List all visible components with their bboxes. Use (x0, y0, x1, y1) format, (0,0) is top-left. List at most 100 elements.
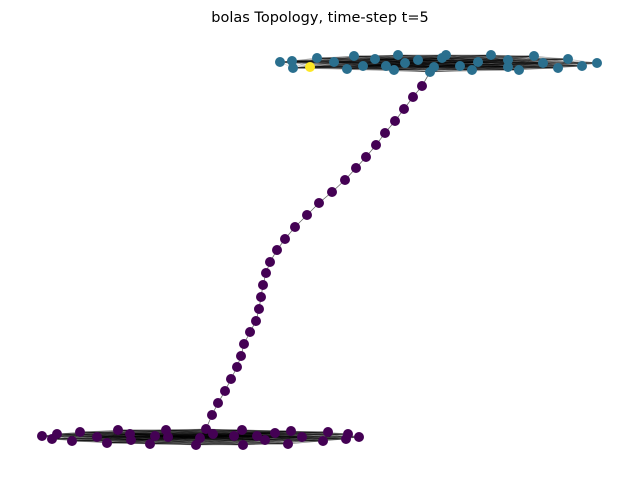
graph-edge (333, 54, 447, 63)
graph-edge (279, 61, 431, 73)
graph-edge (290, 430, 349, 435)
graph-edge (316, 57, 387, 67)
graph-edge (309, 65, 583, 68)
chain-node (417, 81, 427, 91)
top-cluster-node (455, 61, 465, 71)
graph-edge (316, 57, 598, 64)
bottom-cluster-node (75, 427, 85, 437)
graph-edge (477, 61, 598, 64)
graph-edge (445, 54, 479, 63)
graph-edge (149, 437, 201, 445)
bottom-cluster-node (126, 435, 136, 445)
graph-edge (433, 59, 509, 68)
graph-edge (51, 429, 119, 440)
graph-edge (56, 433, 235, 437)
graph-edge (393, 65, 583, 71)
graph-edge (507, 58, 569, 61)
graph-edge (309, 66, 431, 73)
graph-edge (41, 435, 169, 438)
chain-node (236, 351, 246, 361)
top-cluster-node (349, 51, 359, 61)
bottom-cluster-node (354, 432, 364, 442)
graph-edge (199, 436, 360, 439)
bottom-cluster-node (150, 431, 160, 441)
chain-node (258, 280, 268, 290)
chain-node (390, 116, 400, 126)
bottom-cluster-node (145, 439, 155, 449)
graph-edge (264, 436, 303, 441)
top-cluster-node (538, 58, 548, 68)
graph-edge (242, 431, 329, 446)
graph-edge (71, 436, 360, 442)
top-cluster-node (467, 65, 477, 75)
graph-edge (316, 54, 492, 59)
graph-edge (130, 429, 167, 441)
graph-edge (333, 54, 492, 63)
graph-edge (291, 60, 348, 70)
graph-edge (333, 54, 399, 63)
chain-node (272, 245, 282, 255)
graph-edge (205, 428, 329, 433)
graph-edge (51, 437, 201, 440)
graph-edge (165, 429, 292, 432)
chain-node (207, 410, 217, 420)
bottom-cluster-node (37, 431, 47, 441)
graph-edge (199, 437, 244, 446)
graph-edge (374, 58, 520, 71)
graph-edge (290, 430, 329, 433)
graph-edge (149, 435, 235, 445)
top-cluster-node (486, 50, 496, 60)
chain-node (351, 163, 361, 173)
chain-node (290, 222, 300, 232)
graph-edge (393, 59, 509, 71)
bottom-cluster-node (163, 432, 173, 442)
graph-edge (279, 61, 520, 71)
graph-edge (316, 57, 583, 67)
graph-edge (79, 431, 214, 435)
graph-edge (429, 61, 479, 73)
graph-edge (309, 58, 376, 68)
graph-edge (291, 60, 335, 63)
graph-edge (195, 436, 303, 446)
graph-edge (471, 58, 569, 71)
bottom-cluster-node (113, 425, 123, 435)
graph-edge (287, 438, 347, 445)
graph-edge (154, 435, 197, 446)
graph-edge (393, 69, 431, 73)
graph-edge (96, 436, 201, 439)
graph-edge (41, 428, 207, 437)
graph-edge (542, 62, 583, 67)
graph-edge (79, 431, 151, 445)
bottom-cluster-node (238, 440, 248, 450)
top-cluster-node (441, 50, 451, 60)
graph-edge (417, 59, 479, 63)
graph-edge (397, 54, 569, 60)
graph-edge (287, 433, 349, 445)
bottom-cluster-node (195, 433, 205, 443)
graph-edge (279, 58, 569, 63)
graph-edge (333, 55, 535, 63)
graph-edge (165, 428, 207, 431)
graph-edge (149, 438, 347, 445)
graph-edge (291, 60, 364, 67)
graph-edge (154, 433, 349, 437)
graph-edge (316, 57, 376, 60)
graph-edge (129, 429, 243, 435)
chain-node (213, 398, 223, 408)
graph-edge (316, 55, 355, 59)
graph-edge (71, 439, 132, 442)
graph-edge (353, 55, 387, 67)
graph-edge (195, 435, 258, 446)
graph-edge (79, 431, 132, 441)
graph-edge (353, 55, 509, 61)
graph-edge (79, 431, 131, 435)
graph-edge (292, 55, 355, 69)
graph-edge (41, 431, 329, 437)
graph-edge (241, 429, 292, 432)
graph-edge (490, 54, 535, 57)
graph-edge (353, 55, 559, 69)
top-cluster-node (592, 58, 602, 68)
top-cluster-node (529, 51, 539, 61)
graph-edge (374, 58, 406, 64)
